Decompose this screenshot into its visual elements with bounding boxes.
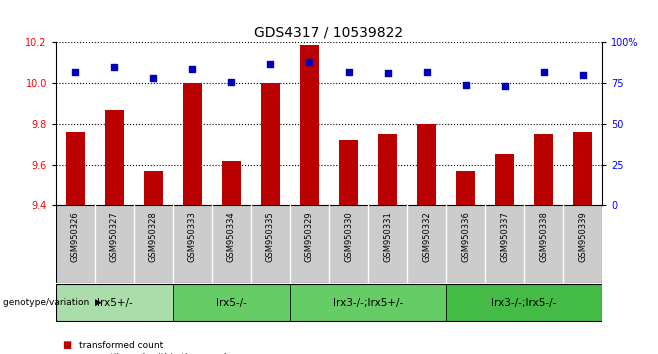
Bar xyxy=(105,110,124,205)
Point xyxy=(109,64,120,70)
Bar xyxy=(143,171,163,205)
Text: GSM950338: GSM950338 xyxy=(539,212,548,262)
Point xyxy=(188,66,198,72)
Text: GSM950326: GSM950326 xyxy=(71,212,80,262)
Text: GSM950335: GSM950335 xyxy=(266,212,275,262)
Bar xyxy=(300,45,319,205)
Bar xyxy=(378,134,397,205)
Point xyxy=(461,82,471,88)
Title: GDS4317 / 10539822: GDS4317 / 10539822 xyxy=(255,26,403,40)
Text: GSM950336: GSM950336 xyxy=(461,212,470,262)
Bar xyxy=(339,140,358,205)
Bar xyxy=(56,284,173,321)
Text: lrx5-/-: lrx5-/- xyxy=(216,298,247,308)
Bar xyxy=(222,161,241,205)
Text: lrx3-/-;lrx5-/-: lrx3-/-;lrx5-/- xyxy=(492,298,557,308)
Text: transformed count: transformed count xyxy=(79,341,163,350)
Text: lrx5+/-: lrx5+/- xyxy=(97,298,132,308)
Bar xyxy=(456,171,475,205)
Point xyxy=(382,70,393,76)
Text: ■: ■ xyxy=(63,340,72,350)
Text: GSM950328: GSM950328 xyxy=(149,212,158,262)
Bar xyxy=(534,134,553,205)
Bar xyxy=(495,154,515,205)
Bar xyxy=(290,284,446,321)
Text: percentile rank within the sample: percentile rank within the sample xyxy=(79,353,232,354)
Bar xyxy=(261,83,280,205)
Text: genotype/variation  ▶: genotype/variation ▶ xyxy=(3,298,102,307)
Point xyxy=(499,84,510,89)
Text: GSM950330: GSM950330 xyxy=(344,212,353,262)
Bar xyxy=(573,132,592,205)
Text: GSM950337: GSM950337 xyxy=(500,212,509,262)
Point xyxy=(70,69,81,75)
Text: ■: ■ xyxy=(63,353,72,354)
Point xyxy=(343,69,354,75)
Point xyxy=(148,75,159,81)
Point xyxy=(421,69,432,75)
Point xyxy=(226,79,237,84)
Text: GSM950331: GSM950331 xyxy=(383,212,392,262)
Text: lrx3-/-;lrx5+/-: lrx3-/-;lrx5+/- xyxy=(333,298,403,308)
Bar xyxy=(417,124,436,205)
Point xyxy=(577,72,588,78)
Point xyxy=(304,59,315,65)
Bar xyxy=(183,83,202,205)
Bar xyxy=(66,132,85,205)
Text: GSM950329: GSM950329 xyxy=(305,212,314,262)
Text: GSM950332: GSM950332 xyxy=(422,212,431,262)
Text: GSM950339: GSM950339 xyxy=(578,212,587,262)
Bar xyxy=(173,284,290,321)
Text: GSM950333: GSM950333 xyxy=(188,212,197,262)
Bar xyxy=(446,284,602,321)
Text: GSM950327: GSM950327 xyxy=(110,212,119,262)
Text: GSM950334: GSM950334 xyxy=(227,212,236,262)
Point xyxy=(265,61,276,67)
Point xyxy=(538,69,549,75)
